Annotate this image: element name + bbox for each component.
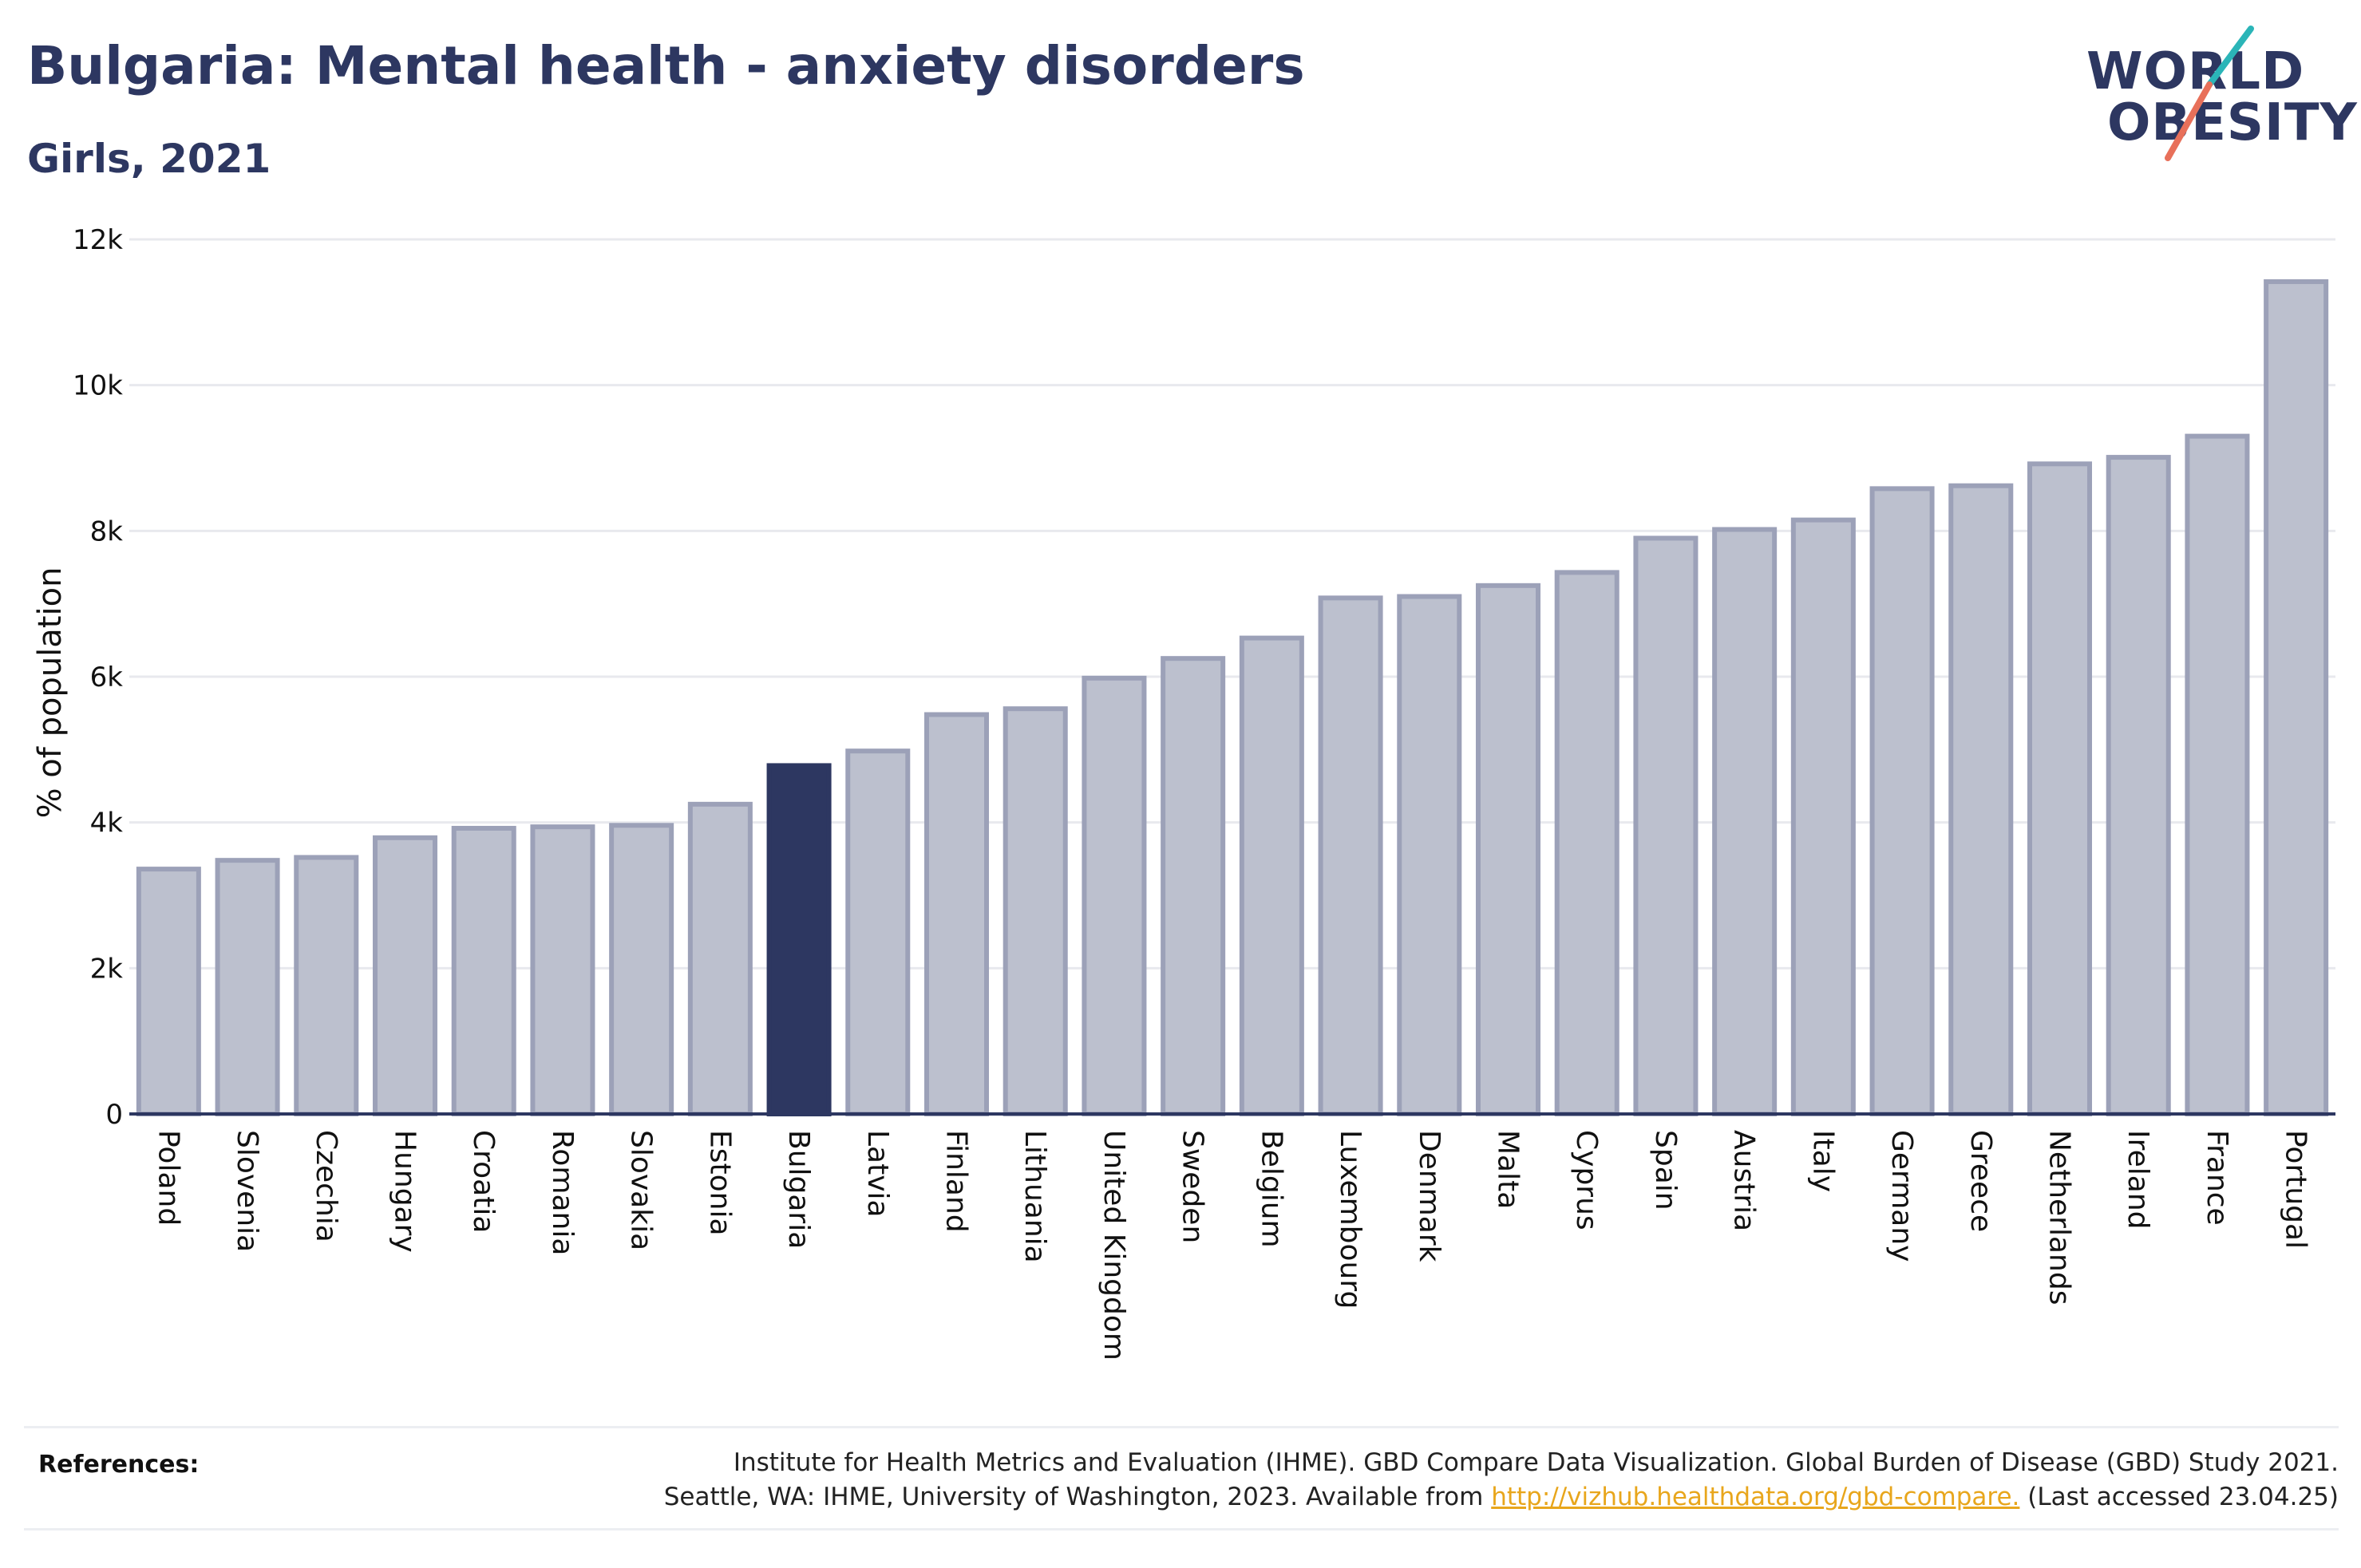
bar-finland — [923, 712, 990, 1116]
bar-croatia — [451, 825, 516, 1117]
x-tick-label: Hungary — [389, 1130, 421, 1253]
x-tick-label: Sweden — [1177, 1130, 1209, 1243]
references-line-2: Seattle, WA: IHME, University of Washing… — [664, 1480, 2339, 1515]
x-tick-label: Austria — [1728, 1130, 1761, 1231]
bar-cyprus — [1554, 570, 1619, 1116]
x-tick-label: Estonia — [703, 1130, 736, 1236]
bar-slovakia — [609, 823, 674, 1116]
bar-luxembourg — [1318, 595, 1383, 1116]
references-section: References: Institute for Health Metrics… — [24, 1426, 2339, 1530]
bar-sweden — [1161, 656, 1226, 1116]
references-line-2-start: Seattle, WA: IHME, University of Washing… — [663, 1483, 1492, 1512]
y-tick-label: 8k — [90, 515, 124, 547]
y-axis-label: % of population — [32, 567, 69, 819]
x-tick-label: Finland — [940, 1130, 973, 1233]
x-tick-label: Netherlands — [2043, 1130, 2076, 1305]
x-tick-label: Luxembourg — [1334, 1130, 1366, 1309]
x-tick-label: Slovenia — [231, 1130, 263, 1252]
bar-malta — [1475, 583, 1541, 1116]
references-text: Institute for Health Metrics and Evaluat… — [664, 1446, 2339, 1515]
x-tick-label: Lithuania — [1018, 1130, 1051, 1263]
world-obesity-logo: WORLD OBESITY — [2075, 24, 2357, 168]
x-tick-label: Ireland — [2122, 1130, 2154, 1230]
x-tick-label: Poland — [152, 1130, 184, 1226]
logo-slash-icon — [2165, 26, 2254, 161]
references-link[interactable]: http://vizhub.healthdata.org/gbd-compare… — [1491, 1483, 2020, 1512]
chart-title: Bulgaria: Mental health - anxiety disord… — [27, 35, 1305, 97]
x-tick-label: Greece — [1964, 1130, 1997, 1232]
bar-lithuania — [1003, 706, 1068, 1116]
y-tick-label: 4k — [90, 808, 124, 839]
bar-portugal — [2264, 278, 2329, 1116]
y-tick-label: 2k — [90, 953, 124, 985]
x-tick-label: Latvia — [861, 1130, 894, 1218]
bar-czechia — [294, 855, 359, 1117]
x-tick-label: Denmark — [1413, 1130, 1445, 1262]
x-tick-label: Belgium — [1255, 1130, 1287, 1248]
y-tick-label: 10k — [73, 370, 123, 402]
chart-subtitle: Girls, 2021 — [27, 136, 271, 182]
x-tick-label: Spain — [1649, 1130, 1682, 1211]
y-tick-label: 12k — [73, 224, 123, 256]
bar-slovenia — [215, 858, 280, 1117]
bar-italy — [1790, 517, 1856, 1116]
x-tick-label: Malta — [1492, 1130, 1525, 1209]
bar-hungary — [372, 835, 438, 1116]
x-tick-label: Czechia — [310, 1130, 342, 1242]
bar-romania — [530, 824, 595, 1116]
x-tick-label: Romania — [546, 1130, 579, 1255]
x-tick-label: Slovakia — [625, 1130, 658, 1250]
logo-line-2: OBESITY — [2107, 93, 2358, 152]
bar-united-kingdom — [1082, 675, 1147, 1116]
bar-poland — [136, 867, 201, 1116]
x-tick-label: Italy — [1806, 1130, 1839, 1192]
x-tick-label: United Kingdom — [1097, 1130, 1130, 1361]
references-label: References: — [38, 1451, 200, 1479]
bar-netherlands — [2027, 461, 2093, 1116]
bar-chart: 0 2k 4k 6k 8k 10k 12k % of population Poland Slov… — [32, 224, 2335, 1361]
bar-belgium — [1239, 635, 1304, 1116]
references-line-1: Institute for Health Metrics and Evaluat… — [733, 1448, 2339, 1477]
x-tick-label: Germany — [1885, 1130, 1918, 1262]
x-tick-label: Cyprus — [1570, 1130, 1603, 1230]
bar-ireland — [2106, 455, 2171, 1116]
bar-latvia — [845, 748, 911, 1116]
x-tick-label: Portugal — [2280, 1130, 2312, 1249]
bar-estonia — [687, 801, 753, 1116]
x-tick-label: Bulgaria — [782, 1130, 815, 1249]
logo-line-1: WORLD — [2086, 42, 2305, 101]
bar-france — [2185, 433, 2250, 1116]
x-tick-label: Croatia — [467, 1130, 500, 1233]
y-tick-label: 6k — [90, 662, 124, 693]
y-tick-label: 0 — [105, 1099, 123, 1131]
bar-greece — [1948, 483, 2014, 1116]
references-line-2-end: (Last accessed 23.04.25) — [2019, 1483, 2339, 1512]
bar-austria — [1712, 527, 1778, 1116]
bar-germany — [1869, 486, 1935, 1116]
bar-denmark — [1397, 594, 1462, 1116]
bar-bulgaria — [766, 763, 832, 1117]
bar-spain — [1633, 535, 1699, 1116]
x-tick-label: France — [2201, 1130, 2233, 1226]
